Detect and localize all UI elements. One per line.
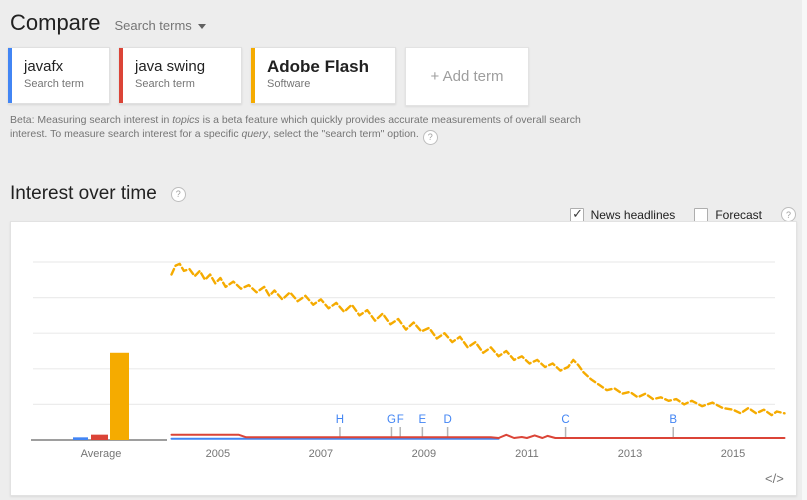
term-card-body: java swing Search term (123, 48, 217, 103)
average-label: Average (81, 448, 122, 460)
news-marker-D[interactable]: D (443, 414, 451, 426)
term-title: java swing (135, 58, 206, 75)
beta-note: Beta: Measuring search interest in topic… (10, 114, 602, 145)
news-marker-H[interactable]: H (336, 414, 344, 426)
term-card-body: Adobe Flash Software (255, 48, 381, 103)
term-title: Adobe Flash (267, 57, 370, 76)
news-marker-C[interactable]: C (561, 414, 569, 426)
beta-note-text: , select the "search term" option. (267, 127, 419, 140)
section-title: Interest over time (10, 183, 157, 204)
term-color-strip (8, 48, 12, 103)
page-title: Compare (10, 10, 101, 35)
embed-code-icon[interactable]: </> (765, 471, 784, 486)
news-marker-F[interactable]: F (397, 414, 404, 426)
term-card-java-swing[interactable]: java swing Search term (119, 47, 242, 104)
search-terms-dropdown-label: Search terms (114, 18, 192, 33)
x-tick-label: 2015 (721, 448, 745, 460)
term-card-javafx[interactable]: javafx Search term (8, 47, 110, 104)
term-subtitle: Search term (24, 78, 84, 90)
beta-note-italic-query: query (241, 127, 268, 140)
section-title-row: Interest over time ? (10, 183, 186, 205)
news-headlines-checkbox[interactable]: ✓ (569, 205, 584, 222)
term-subtitle: Software (267, 78, 311, 90)
forecast-label[interactable]: Forecast (715, 207, 762, 222)
x-tick-label: 2009 (412, 448, 436, 460)
interest-over-time-chart-card: Average 2005 2007 2009 2011 2013 2015 H G F E D C B </… (10, 221, 797, 496)
help-icon[interactable]: ? (781, 207, 796, 222)
series-line-java-swing[interactable] (170, 433, 786, 439)
forecast-checkbox[interactable] (694, 207, 709, 222)
trend-chart: Average 2005 2007 2009 2011 2013 2015 H G F E D C B </… (31, 261, 786, 486)
average-bar-adobe-flash[interactable] (110, 352, 129, 440)
term-subtitle: Search term (135, 78, 195, 90)
news-headlines-label[interactable]: News headlines (590, 207, 676, 222)
beta-note-italic-topics: topics (172, 114, 200, 126)
add-term-button[interactable]: + Add term (405, 47, 529, 106)
help-icon[interactable]: ? (170, 186, 186, 202)
x-tick-label: 2013 (618, 448, 642, 460)
x-tick-label: 2007 (309, 448, 333, 460)
scrollbar-track[interactable] (802, 0, 807, 500)
news-marker-E[interactable]: E (419, 414, 427, 426)
x-tick-label: 2011 (515, 448, 539, 460)
search-terms-dropdown[interactable]: Search terms (114, 18, 206, 33)
news-marker-G[interactable]: G (387, 414, 396, 426)
beta-note-text: is a beta feature which quickly provides… (10, 114, 581, 140)
page-header: Compare Search terms (10, 10, 206, 36)
term-card-body: javafx Search term (12, 48, 96, 103)
beta-note-text: Beta: Measuring search interest in (10, 114, 173, 126)
news-marker-B[interactable]: B (669, 414, 677, 426)
chart-controls: ✓ News headlines Forecast ? (569, 205, 796, 222)
average-bar-java-swing[interactable] (91, 434, 108, 440)
term-color-strip (251, 48, 255, 103)
x-tick-label: 2005 (206, 448, 230, 460)
series-line-adobe-flash[interactable] (170, 262, 786, 417)
add-term-label: + Add term (430, 68, 504, 85)
term-title: javafx (24, 58, 64, 75)
term-cards-row: javafx Search term java swing Search term Ad… (8, 47, 529, 106)
term-card-adobe-flash[interactable]: Adobe Flash Software (251, 47, 396, 104)
help-icon[interactable]: ? (422, 129, 438, 145)
average-bar-javafx[interactable] (73, 437, 88, 440)
chevron-down-icon (197, 24, 206, 29)
term-color-strip (119, 48, 123, 103)
checkmark-icon: ✓ (572, 205, 584, 221)
